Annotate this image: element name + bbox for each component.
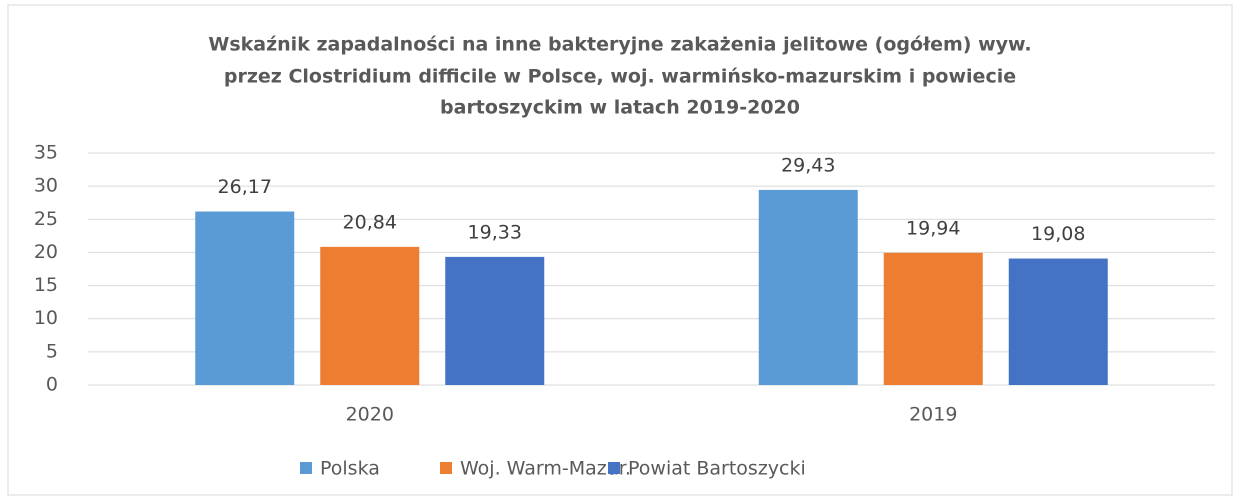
bar xyxy=(758,189,858,385)
bar xyxy=(445,256,545,385)
value-label: 20,84 xyxy=(343,211,397,233)
x-tick-label: 2020 xyxy=(346,404,394,426)
y-tick-label: 35 xyxy=(34,142,58,164)
bar xyxy=(883,252,983,385)
value-label: 26,17 xyxy=(218,176,272,198)
x-tick-label: 2019 xyxy=(909,404,957,426)
legend-label: Powiat Bartoszycki xyxy=(628,458,806,480)
y-tick-label: 5 xyxy=(46,340,58,362)
value-label: 19,94 xyxy=(906,217,960,239)
chart-title: Wskaźnik zapadalności na inne bakteryjne… xyxy=(208,34,1031,56)
bar xyxy=(195,211,295,385)
y-tick-label: 0 xyxy=(46,374,58,396)
y-tick-label: 25 xyxy=(34,208,58,230)
bar xyxy=(1008,258,1108,385)
value-label: 19,08 xyxy=(1031,223,1085,245)
y-tick-label: 30 xyxy=(34,175,58,197)
y-tick-label: 15 xyxy=(34,274,58,296)
chart-title: przez Clostridium difficile w Polsce, wo… xyxy=(224,66,1016,88)
chart-title: bartoszyckim w latach 2019-2020 xyxy=(440,97,800,119)
bar xyxy=(320,246,420,385)
y-tick-label: 20 xyxy=(34,241,58,263)
legend-label: Polska xyxy=(320,458,380,480)
legend-swatch xyxy=(608,462,620,474)
legend-swatch xyxy=(440,462,452,474)
value-label: 29,43 xyxy=(781,154,835,176)
legend-label: Woj. Warm-Mazur. xyxy=(460,458,631,480)
y-tick-label: 10 xyxy=(34,307,58,329)
legend-swatch xyxy=(300,462,312,474)
value-label: 19,33 xyxy=(468,221,522,243)
